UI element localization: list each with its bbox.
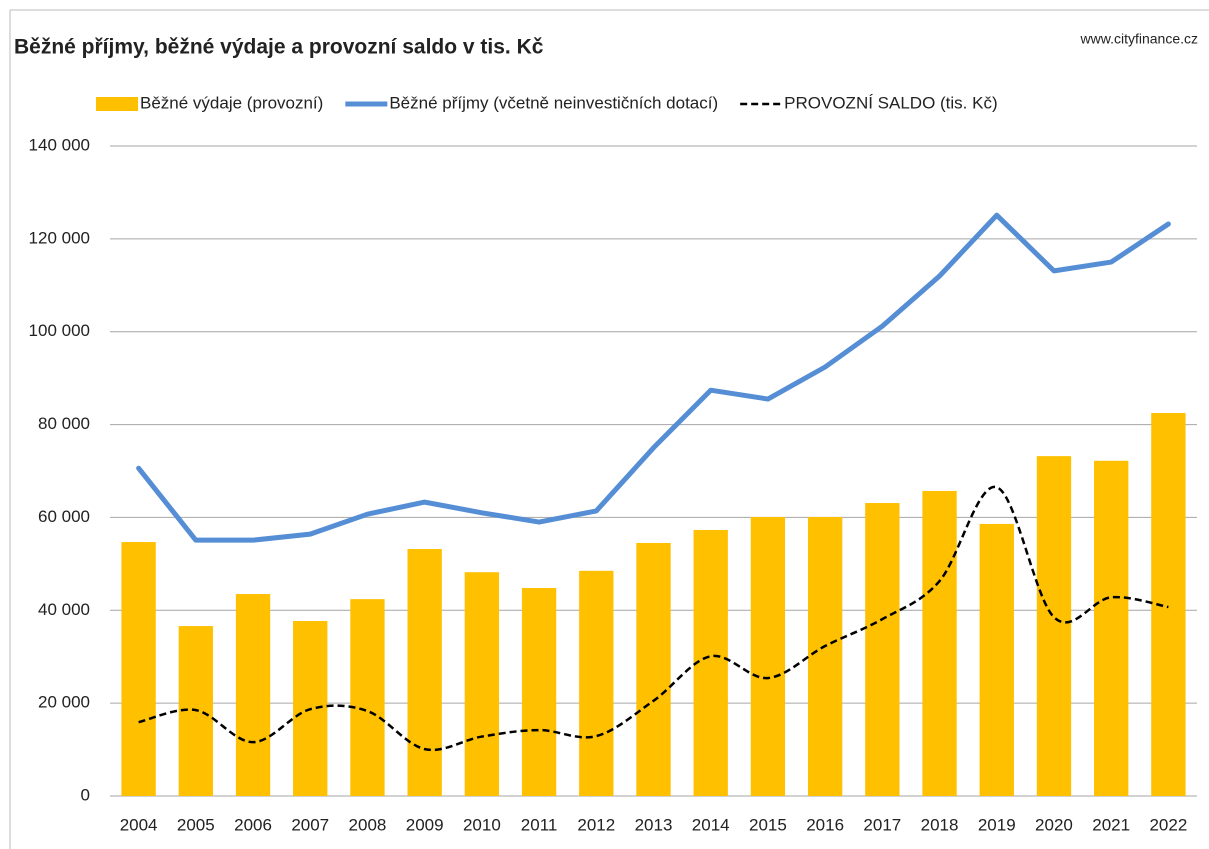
x-tick-label: 2008: [349, 815, 387, 834]
bar: [464, 572, 500, 796]
bar: [1151, 412, 1186, 796]
x-tick-label: 2009: [406, 815, 444, 834]
x-tick-label: 2005: [177, 815, 215, 834]
x-tick-label: 2012: [577, 815, 615, 834]
bar: [865, 503, 900, 796]
y-tick-label: 60 000: [38, 507, 90, 526]
x-tick-label: 2015: [749, 815, 787, 834]
x-tick-label: 2013: [635, 815, 673, 834]
x-tick-label: 2011: [521, 815, 558, 834]
y-tick-label: 0: [81, 785, 90, 804]
legend-label: PROVOZNÍ SALDO (tis. Kč): [784, 93, 997, 112]
x-tick-label: 2019: [978, 815, 1016, 834]
x-tick-label: 2014: [692, 815, 730, 834]
legend-label: Běžné příjmy (včetně neinvestičních dota…: [389, 93, 718, 112]
x-tick-label: 2018: [921, 815, 959, 834]
chart-title: Běžné příjmy, běžné výdaje a provozní sa…: [14, 36, 544, 59]
x-tick-label: 2022: [1149, 815, 1187, 834]
bar: [350, 599, 385, 796]
y-tick-label: 120 000: [29, 228, 90, 247]
x-tick-label: 2020: [1035, 815, 1073, 834]
bar: [807, 516, 843, 796]
bar: [636, 542, 671, 796]
bar: [579, 570, 614, 796]
line: [136, 212, 1171, 543]
bar: [922, 490, 957, 796]
bar: [407, 549, 442, 796]
y-tick-label: 20 000: [38, 693, 90, 712]
x-tick-label: 2017: [863, 815, 901, 834]
bar: [1036, 456, 1072, 796]
y-tick-label: 40 000: [38, 600, 90, 619]
x-tick-label: 2010: [463, 815, 501, 834]
legend-swatch: [96, 97, 138, 111]
bar: [1094, 460, 1129, 796]
y-tick-label: 100 000: [29, 321, 90, 340]
bar: [235, 594, 271, 796]
y-tick-label: 80 000: [38, 414, 90, 433]
bar: [521, 588, 557, 796]
x-tick-label: 2021: [1092, 815, 1130, 834]
x-tick-label: 2004: [120, 815, 158, 834]
legend-label: Běžné výdaje (provozní): [140, 93, 323, 112]
bar: [693, 529, 728, 796]
x-tick-label: 2007: [291, 815, 329, 834]
source: www.cityfinance.cz: [1080, 31, 1198, 47]
bar: [979, 523, 1014, 796]
dashed-line: [138, 485, 1169, 752]
bar: [121, 542, 156, 796]
x-tick-label: 2016: [806, 815, 844, 834]
bar: [750, 516, 786, 796]
y-tick-label: 140 000: [29, 135, 90, 154]
x-tick-label: 2006: [234, 815, 272, 834]
